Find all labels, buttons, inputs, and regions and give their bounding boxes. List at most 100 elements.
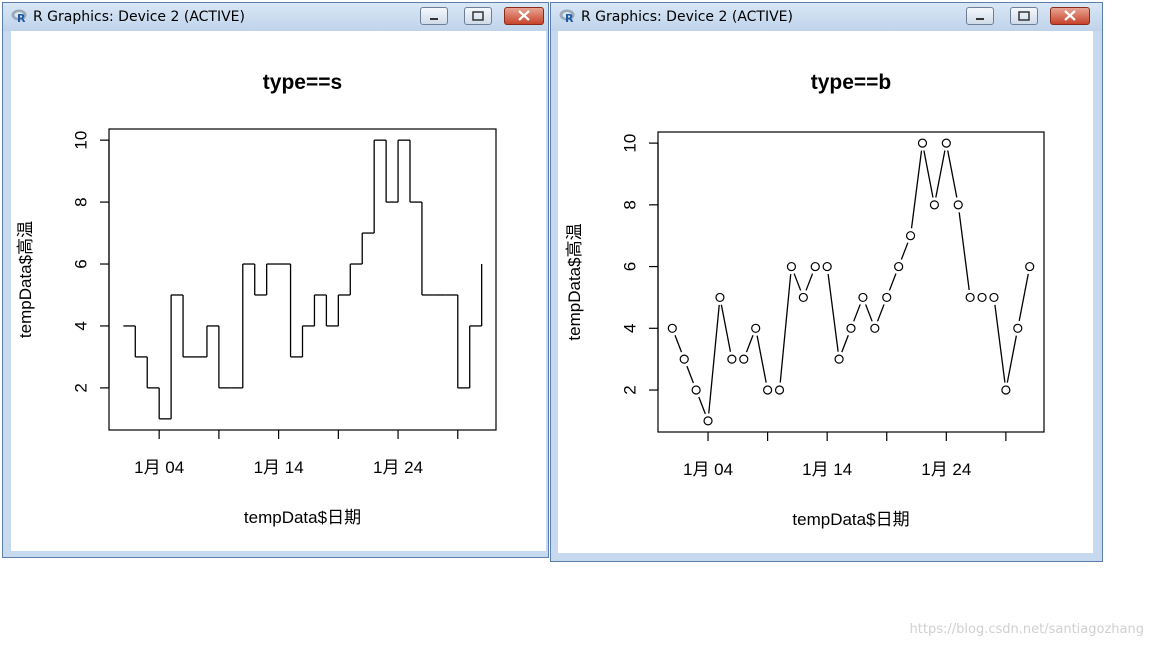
data-point bbox=[929, 200, 939, 210]
data-point bbox=[1025, 261, 1035, 272]
data-point bbox=[810, 261, 820, 272]
x-tick-label: 1月 14 bbox=[802, 460, 852, 479]
x-tick-label: 1月 24 bbox=[921, 460, 971, 479]
close-icon bbox=[518, 10, 530, 21]
chart-title: type==s bbox=[263, 71, 342, 94]
x-tick-label: 1月 24 bbox=[373, 458, 423, 477]
data-point bbox=[727, 354, 737, 364]
data-point bbox=[905, 231, 916, 241]
data-point bbox=[965, 292, 975, 303]
series-line-segment bbox=[827, 273, 839, 352]
close-button[interactable] bbox=[1050, 7, 1090, 25]
x-tick-label: 1月 04 bbox=[134, 458, 184, 477]
y-tick-label: 8 bbox=[620, 200, 639, 209]
x-tick-label: 1月 14 bbox=[254, 458, 304, 477]
maximize-button[interactable] bbox=[1010, 7, 1038, 25]
series-line-segment bbox=[698, 396, 706, 415]
data-point bbox=[882, 292, 892, 303]
series-line-segment bbox=[1018, 273, 1029, 322]
maximize-icon bbox=[472, 11, 484, 21]
data-point bbox=[1001, 385, 1011, 395]
series-line-segment bbox=[910, 150, 923, 229]
data-point bbox=[786, 261, 797, 272]
y-tick-label: 10 bbox=[620, 134, 639, 153]
series-line-segment bbox=[923, 150, 934, 198]
watermark-text: https://blog.csdn.net/santiagozhang bbox=[909, 622, 1144, 637]
data-point bbox=[774, 385, 785, 395]
data-point bbox=[703, 416, 713, 426]
data-point bbox=[1013, 323, 1023, 333]
data-point bbox=[691, 385, 701, 395]
window-title: R Graphics: Device 2 (ACTIVE) bbox=[33, 9, 245, 25]
data-point bbox=[667, 323, 677, 333]
series-line-segment bbox=[994, 304, 1006, 383]
data-point bbox=[894, 261, 904, 272]
series-line-segment bbox=[708, 304, 720, 414]
series-line-segment bbox=[805, 273, 814, 291]
series-line-segment bbox=[947, 150, 958, 198]
series-line-segment bbox=[841, 335, 849, 353]
x-tick-label: 1月 04 bbox=[683, 460, 733, 479]
minimize-button[interactable] bbox=[966, 7, 994, 25]
data-point bbox=[989, 292, 999, 303]
y-tick-label: 2 bbox=[71, 383, 90, 392]
x-axis-label: tempData$日期 bbox=[792, 510, 909, 529]
chart-type-s: type==s 2 4 6 8 10 1月 04 1月 14 1月 24 tempData$日期 t… bbox=[16, 71, 497, 527]
y-tick-label: 8 bbox=[71, 197, 90, 206]
series-line-segment bbox=[888, 273, 897, 291]
data-point bbox=[846, 323, 856, 333]
y-axis-label: tempData$高温 bbox=[565, 223, 584, 340]
chart-title: type==b bbox=[811, 71, 892, 94]
window-title: R Graphics: Device 2 (ACTIVE) bbox=[581, 9, 793, 25]
graphics-window-2: R R Graphics: Device 2 (ACTIVE) type==b 2… bbox=[550, 2, 1103, 562]
series-line-segment bbox=[1006, 335, 1018, 383]
window-titlebar[interactable]: R R Graphics: Device 2 (ACTIVE) bbox=[3, 3, 548, 31]
data-point bbox=[953, 200, 963, 210]
data-point bbox=[858, 292, 868, 303]
data-point bbox=[715, 292, 725, 303]
data-point bbox=[751, 323, 761, 333]
svg-text:R: R bbox=[17, 12, 26, 23]
data-point bbox=[834, 354, 844, 364]
y-tick-label: 4 bbox=[620, 324, 639, 333]
svg-text:R: R bbox=[565, 12, 574, 23]
data-point bbox=[739, 354, 749, 364]
y-tick-label: 6 bbox=[71, 259, 90, 268]
maximize-icon bbox=[1018, 11, 1030, 21]
series-line-segment bbox=[674, 335, 683, 353]
data-point bbox=[941, 138, 951, 148]
series-line-segment bbox=[720, 304, 732, 352]
window-titlebar[interactable]: R R Graphics: Device 2 (ACTIVE) bbox=[551, 3, 1102, 31]
data-point bbox=[870, 323, 880, 333]
plot-area-1: type==s 2 4 6 8 10 1月 04 1月 14 1月 24 tempData$日期 t… bbox=[11, 31, 546, 551]
close-icon bbox=[1064, 10, 1076, 21]
x-axis-label: tempData$日期 bbox=[244, 508, 361, 527]
plot-frame bbox=[657, 131, 1045, 433]
chart-type-b: type==b 2 4 6 8 10 1月 04 1月 14 1月 24 tempData$日期 t… bbox=[565, 71, 1045, 529]
series-line-segment bbox=[745, 335, 754, 353]
y-tick-label: 4 bbox=[71, 321, 90, 330]
close-button[interactable] bbox=[504, 7, 544, 25]
series-line-segment bbox=[900, 242, 909, 260]
series-line-segment bbox=[853, 304, 861, 322]
y-tick-label: 2 bbox=[620, 385, 639, 394]
series-line-segment bbox=[876, 304, 885, 322]
minimize-icon bbox=[976, 18, 984, 20]
minimize-button[interactable] bbox=[420, 7, 448, 25]
maximize-button[interactable] bbox=[464, 7, 492, 25]
plot-frame bbox=[108, 128, 497, 431]
series-line-segment bbox=[793, 273, 802, 291]
r-logo-icon: R bbox=[11, 9, 27, 23]
series-line-segment bbox=[779, 273, 792, 383]
data-point bbox=[977, 292, 987, 303]
series-line-segment bbox=[935, 150, 946, 198]
y-tick-label: 6 bbox=[620, 262, 639, 271]
data-point bbox=[679, 354, 689, 364]
series-line-segment bbox=[865, 304, 873, 322]
data-point bbox=[763, 385, 773, 395]
data-point bbox=[917, 138, 928, 148]
series-line-segment bbox=[756, 335, 767, 383]
minimize-icon bbox=[430, 18, 438, 20]
series-line-segment bbox=[686, 365, 695, 384]
graphics-window-1: R R Graphics: Device 2 (ACTIVE) type==s 2… bbox=[2, 2, 549, 558]
